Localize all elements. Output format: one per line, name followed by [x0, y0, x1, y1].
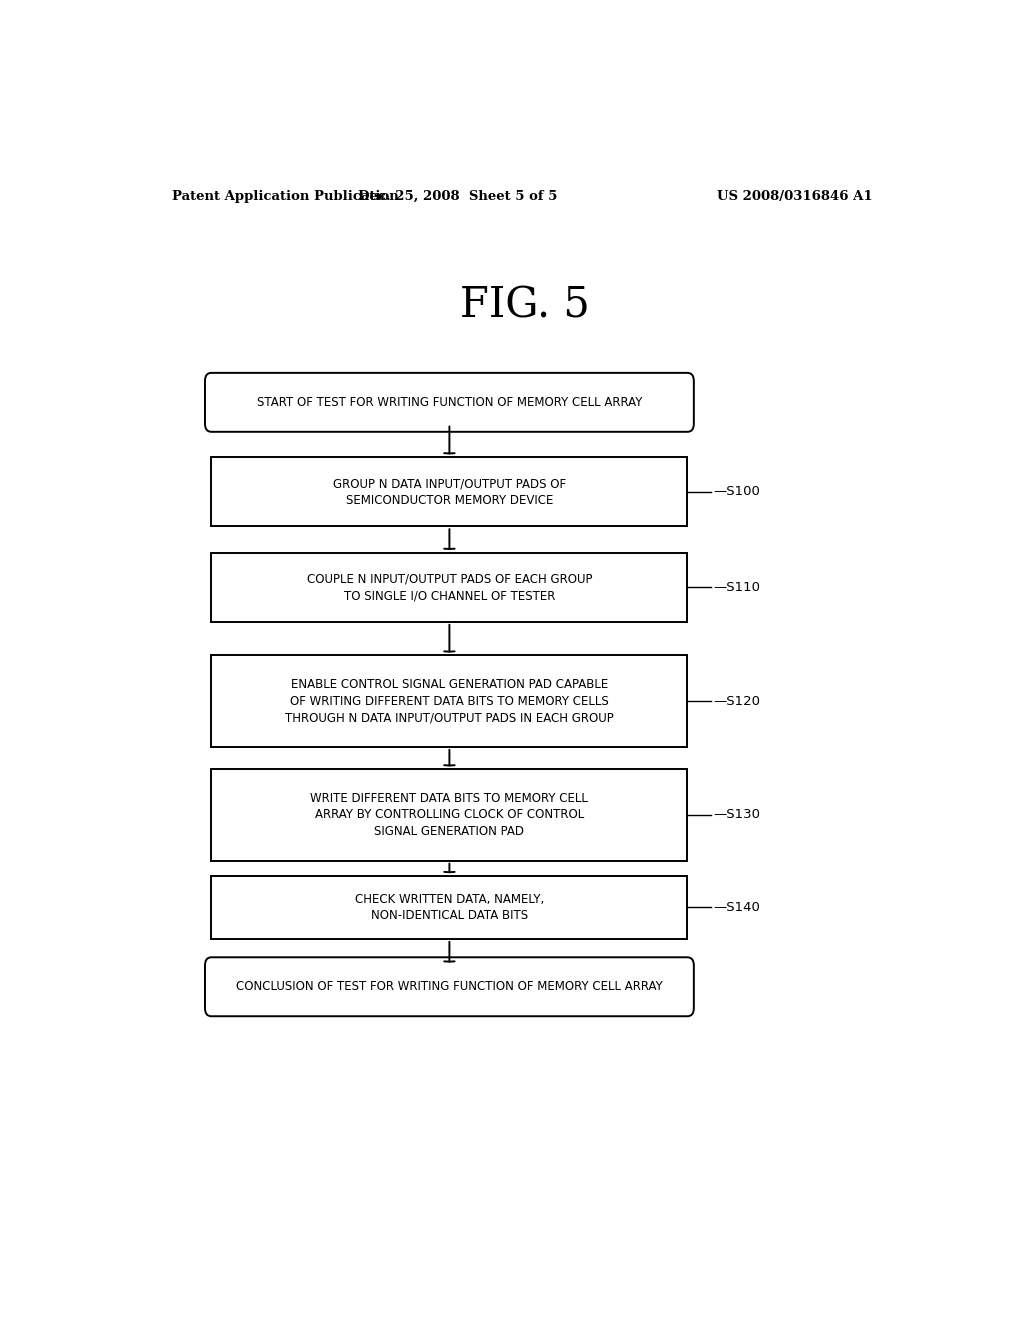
Text: ENABLE CONTROL SIGNAL GENERATION PAD CAPABLE
OF WRITING DIFFERENT DATA BITS TO M: ENABLE CONTROL SIGNAL GENERATION PAD CAP…	[285, 678, 613, 725]
Text: CHECK WRITTEN DATA, NAMELY,
NON-IDENTICAL DATA BITS: CHECK WRITTEN DATA, NAMELY, NON-IDENTICA…	[354, 892, 544, 923]
Text: WRITE DIFFERENT DATA BITS TO MEMORY CELL
ARRAY BY CONTROLLING CLOCK OF CONTROL
S: WRITE DIFFERENT DATA BITS TO MEMORY CELL…	[310, 792, 589, 838]
Text: Patent Application Publication: Patent Application Publication	[172, 190, 398, 202]
FancyBboxPatch shape	[211, 457, 687, 527]
FancyBboxPatch shape	[211, 876, 687, 939]
Text: CONCLUSION OF TEST FOR WRITING FUNCTION OF MEMORY CELL ARRAY: CONCLUSION OF TEST FOR WRITING FUNCTION …	[237, 981, 663, 993]
Text: —S100: —S100	[713, 486, 760, 498]
FancyBboxPatch shape	[205, 372, 694, 432]
Text: FIG. 5: FIG. 5	[460, 285, 590, 327]
Text: —S130: —S130	[713, 808, 760, 821]
FancyBboxPatch shape	[211, 656, 687, 747]
Text: Dec. 25, 2008  Sheet 5 of 5: Dec. 25, 2008 Sheet 5 of 5	[357, 190, 557, 202]
Text: COUPLE N INPUT/OUTPUT PADS OF EACH GROUP
TO SINGLE I/O CHANNEL OF TESTER: COUPLE N INPUT/OUTPUT PADS OF EACH GROUP…	[306, 573, 592, 602]
Text: START OF TEST FOR WRITING FUNCTION OF MEMORY CELL ARRAY: START OF TEST FOR WRITING FUNCTION OF ME…	[257, 396, 642, 409]
Text: GROUP N DATA INPUT/OUTPUT PADS OF
SEMICONDUCTOR MEMORY DEVICE: GROUP N DATA INPUT/OUTPUT PADS OF SEMICO…	[333, 477, 566, 507]
Text: US 2008/0316846 A1: US 2008/0316846 A1	[717, 190, 872, 202]
Text: —S120: —S120	[713, 694, 760, 708]
FancyBboxPatch shape	[211, 770, 687, 861]
FancyBboxPatch shape	[205, 957, 694, 1016]
Text: —S110: —S110	[713, 581, 760, 594]
FancyBboxPatch shape	[211, 553, 687, 622]
Text: —S140: —S140	[713, 902, 760, 913]
